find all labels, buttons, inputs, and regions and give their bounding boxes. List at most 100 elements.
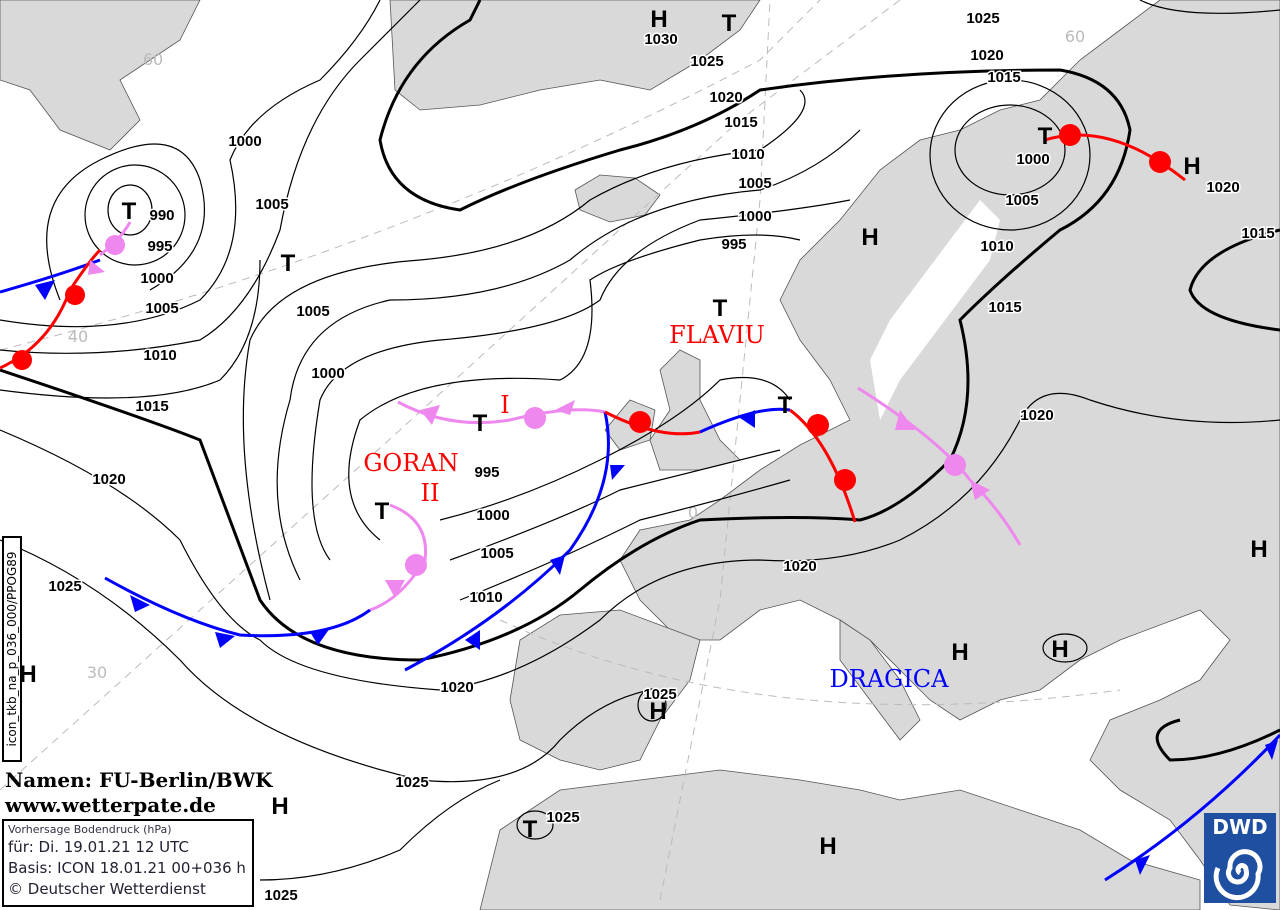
info-basis: Basis: ICON 18.01.21 00+036 h (8, 859, 246, 877)
high-marker: H (649, 698, 666, 725)
cold-front (404, 411, 610, 672)
high-marker: H (271, 793, 288, 820)
isobar-label: 1015 (987, 69, 1020, 86)
high-marker: H (650, 6, 667, 33)
info-box: Vorhersage Bodendruck (hPa) für: Di. 19.… (2, 819, 254, 907)
dwd-logo: DWD (1204, 813, 1276, 903)
low-marker: T (778, 392, 793, 419)
isobar-label: 995 (147, 238, 172, 255)
africa (479, 769, 1201, 910)
isobar-label: 1000 (228, 133, 261, 150)
isobar-label: 1010 (731, 146, 764, 163)
baffin (0, 0, 201, 151)
low-name-goran-part: II (421, 479, 440, 507)
isobar-label: 1010 (469, 589, 502, 606)
isobar-label: 1000 (738, 208, 771, 225)
low-marker: T (473, 410, 488, 437)
isobar-label: 1025 (690, 53, 723, 70)
grid-label: 60 (1065, 27, 1085, 46)
isobar-label: 1020 (440, 679, 473, 696)
dwd-logo-text: DWD (1212, 815, 1268, 839)
isobar-label: 1020 (1206, 179, 1239, 196)
warm-front-symbols (12, 124, 1171, 491)
high-marker: H (819, 833, 836, 860)
isobar-label: 1015 (135, 398, 168, 415)
low-marker: T (722, 10, 737, 37)
iceland (574, 174, 661, 223)
pressure-centers: H H H H H H H H H H T T T T T T T T T (19, 6, 1267, 860)
info-title: Vorhersage Bodendruck (hPa) (8, 823, 172, 836)
website-link[interactable]: www.wetterpate.de (5, 793, 216, 817)
isobar-label: 1000 (476, 507, 509, 524)
lat-lon-grid (0, 0, 1121, 901)
isobar-label: 1020 (970, 47, 1003, 64)
isobar-label: 1000 (1016, 151, 1049, 168)
scandinavia-russia (619, 0, 1280, 910)
isobar-label: 1025 (546, 809, 579, 826)
isobar-label: 1020 (709, 89, 742, 106)
high-marker: H (1250, 536, 1267, 563)
isobar-label: 1025 (48, 578, 81, 595)
grid-label: 30 (87, 663, 107, 682)
italy (839, 619, 921, 741)
info-valid-time: für: Di. 19.01.21 12 UTC (8, 838, 189, 856)
high-marker: H (1183, 153, 1200, 180)
info-copyright: © Deutscher Wetterdienst (8, 880, 206, 898)
british-isles (649, 349, 741, 471)
isobar-label: 995 (721, 236, 746, 253)
isobar-label: 1005 (255, 196, 288, 213)
isobar-label: 1000 (311, 365, 344, 382)
isobar-label: 1025 (966, 10, 999, 27)
isobar-label: 1005 (296, 303, 329, 320)
low-marker: T (375, 498, 390, 525)
cold-front-symbols (35, 280, 1278, 875)
isobar-label: 1005 (1005, 192, 1038, 209)
high-marker: H (861, 224, 878, 251)
grid-label: 0 (688, 503, 698, 522)
isobar-label: 1015 (988, 299, 1021, 316)
low-marker: T (281, 250, 296, 277)
occlusion-symbols (88, 235, 990, 598)
spiral-icon (1213, 849, 1263, 901)
isobar-label: 1015 (1241, 225, 1274, 242)
occluded-front (857, 386, 1022, 546)
high-marker: H (951, 639, 968, 666)
isobar-label: 1000 (140, 270, 173, 287)
isobar-label: 1020 (783, 558, 816, 575)
iberia (509, 609, 701, 771)
high-marker: H (1051, 636, 1068, 663)
grid-label: 40 (68, 327, 88, 346)
high-name-dragica: DRAGICA (830, 665, 950, 693)
cold-front (104, 576, 371, 638)
low-marker: T (1038, 123, 1053, 150)
fronts (0, 124, 1280, 882)
isobar-label: 1010 (980, 238, 1013, 255)
isobar-label: 1020 (1020, 407, 1053, 424)
isobar-label: 1030 (644, 31, 677, 48)
baltic-sea (870, 200, 1000, 420)
low-name-flaviu-part: I (500, 391, 509, 419)
isobar-label: 1025 (643, 686, 676, 703)
isobar-label: 1025 (264, 887, 297, 904)
isobar-label: 1015 (724, 114, 757, 131)
low-name-goran: GORAN (363, 449, 458, 477)
pressure-labels: 1030 1025 1025 1020 1015 1020 1015 1010 … (47, 9, 1276, 906)
low-marker: T (122, 198, 137, 225)
isobar-label: 1005 (480, 545, 513, 562)
isobar-label: 1025 (395, 774, 428, 791)
isobar-label: 1005 (738, 175, 771, 192)
cold-front (1104, 733, 1280, 882)
isobar-label: 1005 (145, 300, 178, 317)
greenland (389, 0, 761, 111)
low-name-flaviu: FLAVIU (669, 321, 765, 349)
low-marker: T (523, 816, 538, 843)
grid-label: 60 (143, 50, 163, 69)
warm-front (604, 410, 701, 436)
isobar-label: 990 (149, 207, 174, 224)
credit: Namen: FU-Berlin/BWK www.wetterpate.de (5, 768, 273, 818)
isobar-label: 1010 (143, 347, 176, 364)
high-marker: H (19, 661, 36, 688)
isobars (0, 0, 1280, 881)
